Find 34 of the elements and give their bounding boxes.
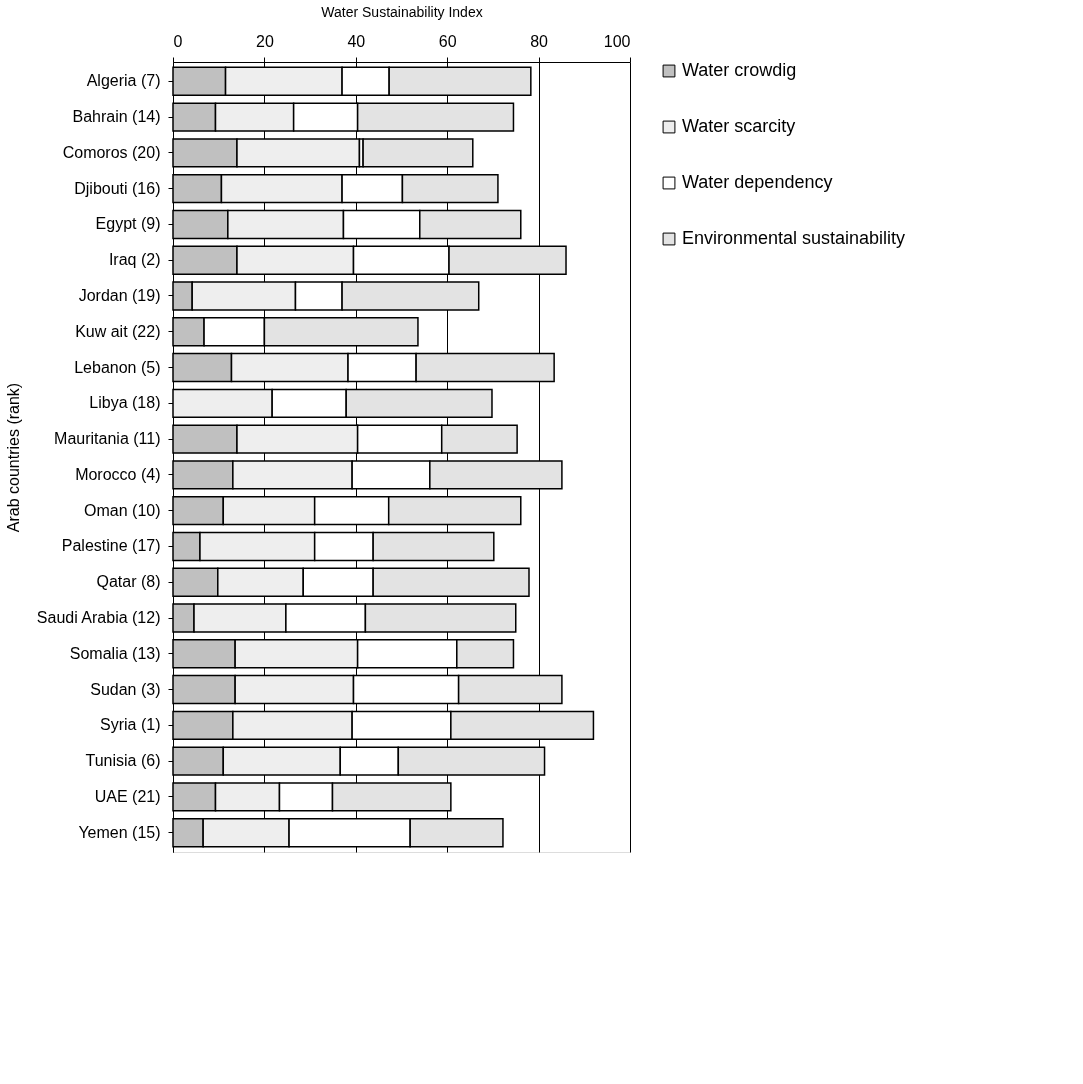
x-tick-label: 20 — [256, 32, 274, 50]
x-tick-label: 60 — [438, 32, 457, 50]
y-tick-label: Somalia (13) — [69, 644, 161, 662]
y-tick-label: Comoros (20) — [62, 143, 161, 161]
y-tick-label: Egypt (9) — [95, 215, 161, 233]
x-tick-label: 0 — [173, 32, 183, 50]
x-tick-label: 40 — [347, 32, 366, 50]
y-tick-label: Qatar (8) — [96, 573, 161, 591]
x-axis-title: Water Sustainability Index — [321, 3, 483, 20]
legend-label: Water crowdig — [682, 60, 797, 80]
legend-label: Environmental sustainability — [682, 228, 906, 248]
y-tick-label: Tunisia (6) — [85, 752, 161, 770]
y-tick-label: Iraq (2) — [108, 251, 161, 269]
y-tick-label: Lebanon (5) — [74, 358, 161, 376]
y-tick-label: Yemen (15) — [78, 823, 161, 841]
y-tick-label: Saudi Arabia (12) — [36, 609, 161, 627]
y-tick-label: Oman (10) — [84, 501, 161, 519]
legend-label: Water dependency — [682, 172, 833, 192]
y-tick-label: Libya (18) — [89, 394, 161, 412]
y-tick-label: Jordan (19) — [78, 286, 161, 304]
legend-label: Water scarcity — [682, 116, 796, 136]
y-axis-title: Arab countries (rank) — [4, 382, 22, 533]
y-tick-label: Mauritania (11) — [54, 430, 161, 448]
y-tick-label: Palestine (17) — [61, 537, 161, 555]
y-tick-label: Sudan (3) — [90, 680, 161, 698]
y-tick-label: Kuw ait (22) — [75, 322, 161, 340]
y-tick-label: Syria (1) — [100, 716, 161, 734]
y-tick-label: UAE (21) — [94, 787, 161, 805]
x-tick-label: 80 — [530, 32, 549, 50]
x-tick-label: 100 — [603, 32, 631, 50]
y-tick-label: Algeria (7) — [86, 72, 161, 90]
y-tick-label: Bahrain (14) — [72, 108, 161, 126]
y-tick-label: Morocco (4) — [75, 465, 161, 483]
y-tick-label: Djibouti (16) — [74, 179, 161, 197]
